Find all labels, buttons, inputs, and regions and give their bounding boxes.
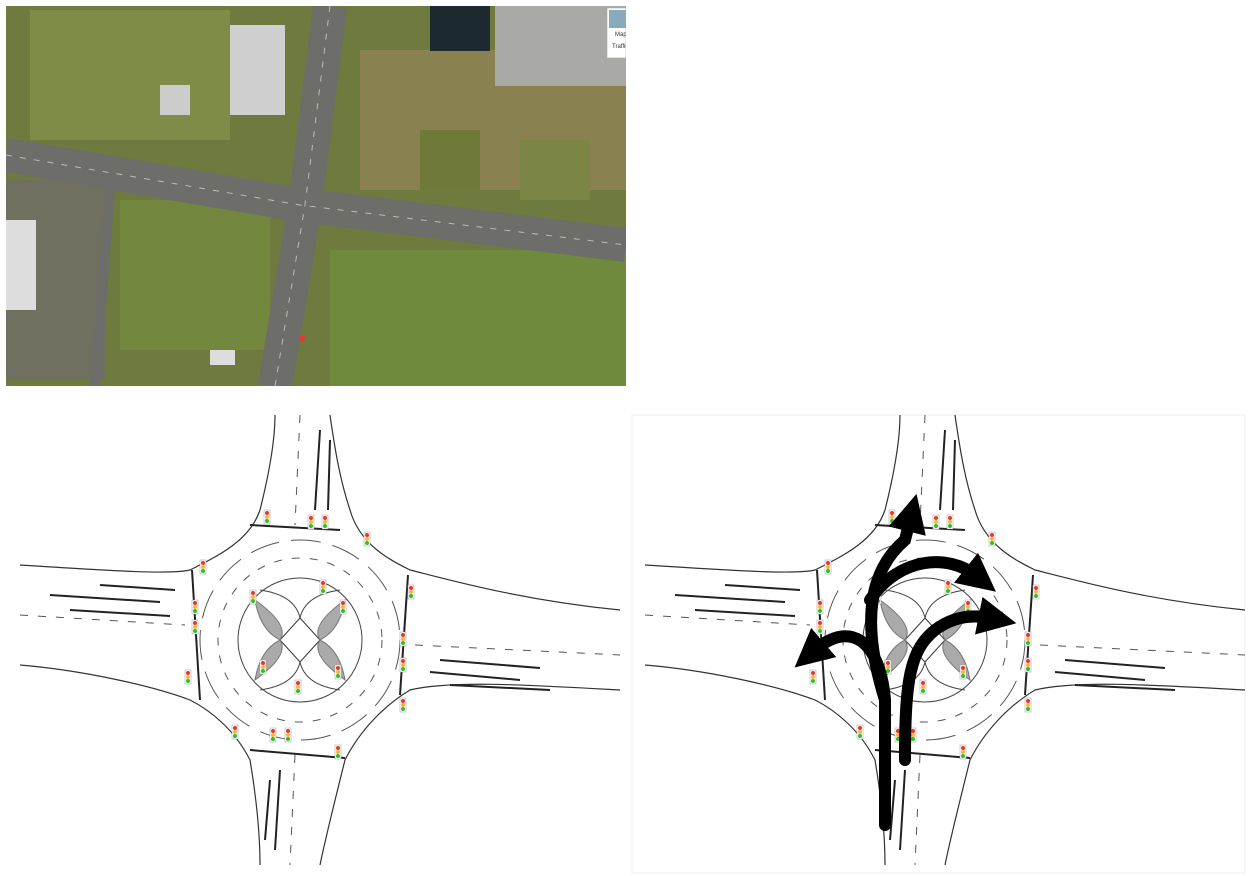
aerial-photo: [6, 6, 626, 386]
map-control[interactable]: Map Traffic: [607, 8, 628, 58]
map-label[interactable]: Map: [615, 32, 627, 38]
traffic-label[interactable]: Traffic: [612, 44, 628, 50]
turn-arrows: [794, 493, 1017, 831]
